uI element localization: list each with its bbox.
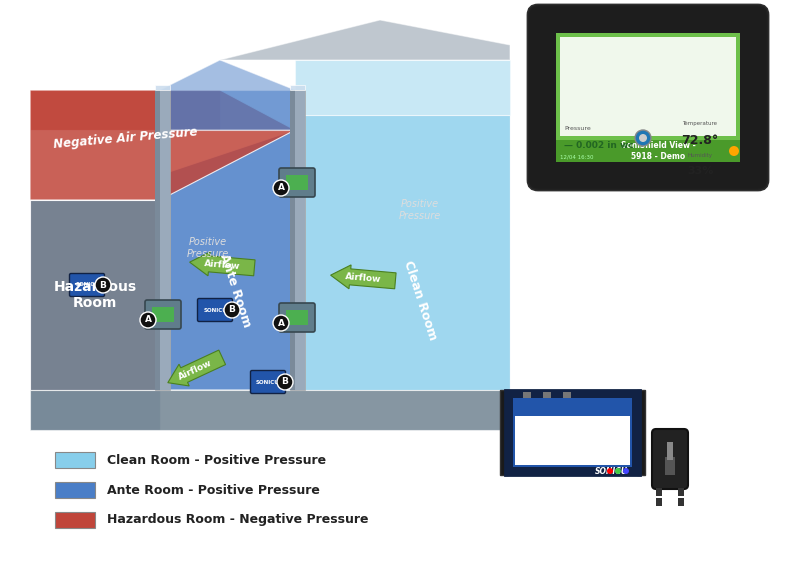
Circle shape xyxy=(277,374,293,390)
Bar xyxy=(632,390,640,475)
Bar xyxy=(556,33,740,162)
Text: Airflow: Airflow xyxy=(345,272,382,284)
FancyBboxPatch shape xyxy=(70,273,105,297)
Text: A: A xyxy=(278,183,285,193)
Bar xyxy=(286,310,308,325)
Text: Temperature: Temperature xyxy=(682,121,718,126)
FancyBboxPatch shape xyxy=(652,429,688,489)
Text: Ante Room: Ante Room xyxy=(217,252,253,328)
Bar xyxy=(678,498,684,506)
Polygon shape xyxy=(290,85,305,90)
Polygon shape xyxy=(30,130,160,430)
Text: A: A xyxy=(145,316,151,324)
Text: B: B xyxy=(99,280,106,290)
Text: SONICU: SONICU xyxy=(203,308,227,313)
Bar xyxy=(515,416,630,465)
Text: Airflow: Airflow xyxy=(177,358,214,382)
Bar xyxy=(656,488,662,496)
FancyBboxPatch shape xyxy=(250,370,286,394)
Polygon shape xyxy=(295,60,510,115)
Bar xyxy=(667,442,673,460)
Bar xyxy=(286,175,308,190)
Bar xyxy=(505,390,513,475)
Circle shape xyxy=(607,468,613,474)
Bar xyxy=(560,37,736,136)
Bar xyxy=(543,392,551,398)
FancyArrow shape xyxy=(190,252,255,276)
Text: A: A xyxy=(278,319,285,328)
Polygon shape xyxy=(290,90,305,390)
Circle shape xyxy=(95,277,111,293)
Circle shape xyxy=(729,146,739,156)
Text: SONICU: SONICU xyxy=(75,283,99,287)
FancyBboxPatch shape xyxy=(637,390,645,475)
Polygon shape xyxy=(155,90,170,390)
Polygon shape xyxy=(30,90,220,130)
Text: B: B xyxy=(229,305,235,314)
Text: Hazardous Room - Negative Pressure: Hazardous Room - Negative Pressure xyxy=(107,514,369,526)
Polygon shape xyxy=(30,390,510,430)
Polygon shape xyxy=(30,90,295,200)
Bar xyxy=(556,140,740,162)
Bar xyxy=(665,457,675,475)
Bar xyxy=(656,498,662,506)
Bar xyxy=(55,512,95,528)
Text: 12/04 16:30: 12/04 16:30 xyxy=(560,155,594,159)
Text: B: B xyxy=(282,377,289,387)
Polygon shape xyxy=(160,130,295,390)
Circle shape xyxy=(224,302,240,318)
Text: Clean Room - Positive Pressure: Clean Room - Positive Pressure xyxy=(107,454,326,466)
Bar xyxy=(523,392,531,398)
FancyBboxPatch shape xyxy=(505,390,640,475)
Circle shape xyxy=(273,180,289,196)
Text: Pressure: Pressure xyxy=(564,126,590,130)
Polygon shape xyxy=(155,90,160,390)
Text: 33%: 33% xyxy=(687,166,713,176)
Circle shape xyxy=(635,130,651,146)
Text: — 0.002 in wc: — 0.002 in wc xyxy=(564,141,634,151)
Bar xyxy=(55,482,95,498)
Polygon shape xyxy=(295,115,510,390)
Text: SONICU: SONICU xyxy=(256,380,280,384)
Text: SONICU: SONICU xyxy=(595,466,628,475)
Polygon shape xyxy=(220,20,510,60)
Circle shape xyxy=(623,468,629,474)
Bar xyxy=(152,307,174,322)
Polygon shape xyxy=(160,60,295,130)
FancyBboxPatch shape xyxy=(500,390,508,475)
FancyBboxPatch shape xyxy=(198,298,233,321)
FancyBboxPatch shape xyxy=(279,168,315,197)
Text: Negative Air Pressure: Negative Air Pressure xyxy=(52,125,198,151)
FancyBboxPatch shape xyxy=(279,303,315,332)
Text: Clean Room: Clean Room xyxy=(401,258,439,342)
FancyArrow shape xyxy=(168,350,226,386)
Text: 72.8°: 72.8° xyxy=(682,133,718,147)
Circle shape xyxy=(639,134,647,142)
Circle shape xyxy=(140,312,156,328)
FancyBboxPatch shape xyxy=(528,5,768,190)
Polygon shape xyxy=(30,390,510,430)
FancyBboxPatch shape xyxy=(145,300,181,329)
Circle shape xyxy=(273,315,289,331)
Polygon shape xyxy=(290,90,295,390)
Polygon shape xyxy=(160,90,295,130)
Text: Positive
Pressure: Positive Pressure xyxy=(399,199,441,221)
Text: Airflow: Airflow xyxy=(203,259,241,271)
Circle shape xyxy=(615,468,621,474)
Text: SoniShield View -
5918 - Demo: SoniShield View - 5918 - Demo xyxy=(621,141,695,161)
Text: Hazardous
Room: Hazardous Room xyxy=(54,280,137,310)
Polygon shape xyxy=(155,85,170,90)
Text: Humidity: Humidity xyxy=(687,153,713,159)
Text: Positive
Pressure: Positive Pressure xyxy=(187,237,229,259)
Polygon shape xyxy=(30,200,160,390)
FancyArrow shape xyxy=(330,265,396,289)
Bar xyxy=(505,467,640,475)
Bar xyxy=(55,452,95,468)
Bar xyxy=(678,488,684,496)
Bar xyxy=(505,390,640,398)
Text: HI LO: HI LO xyxy=(517,421,567,439)
Text: Ante Room - Positive Pressure: Ante Room - Positive Pressure xyxy=(107,484,320,496)
Bar xyxy=(563,392,571,398)
